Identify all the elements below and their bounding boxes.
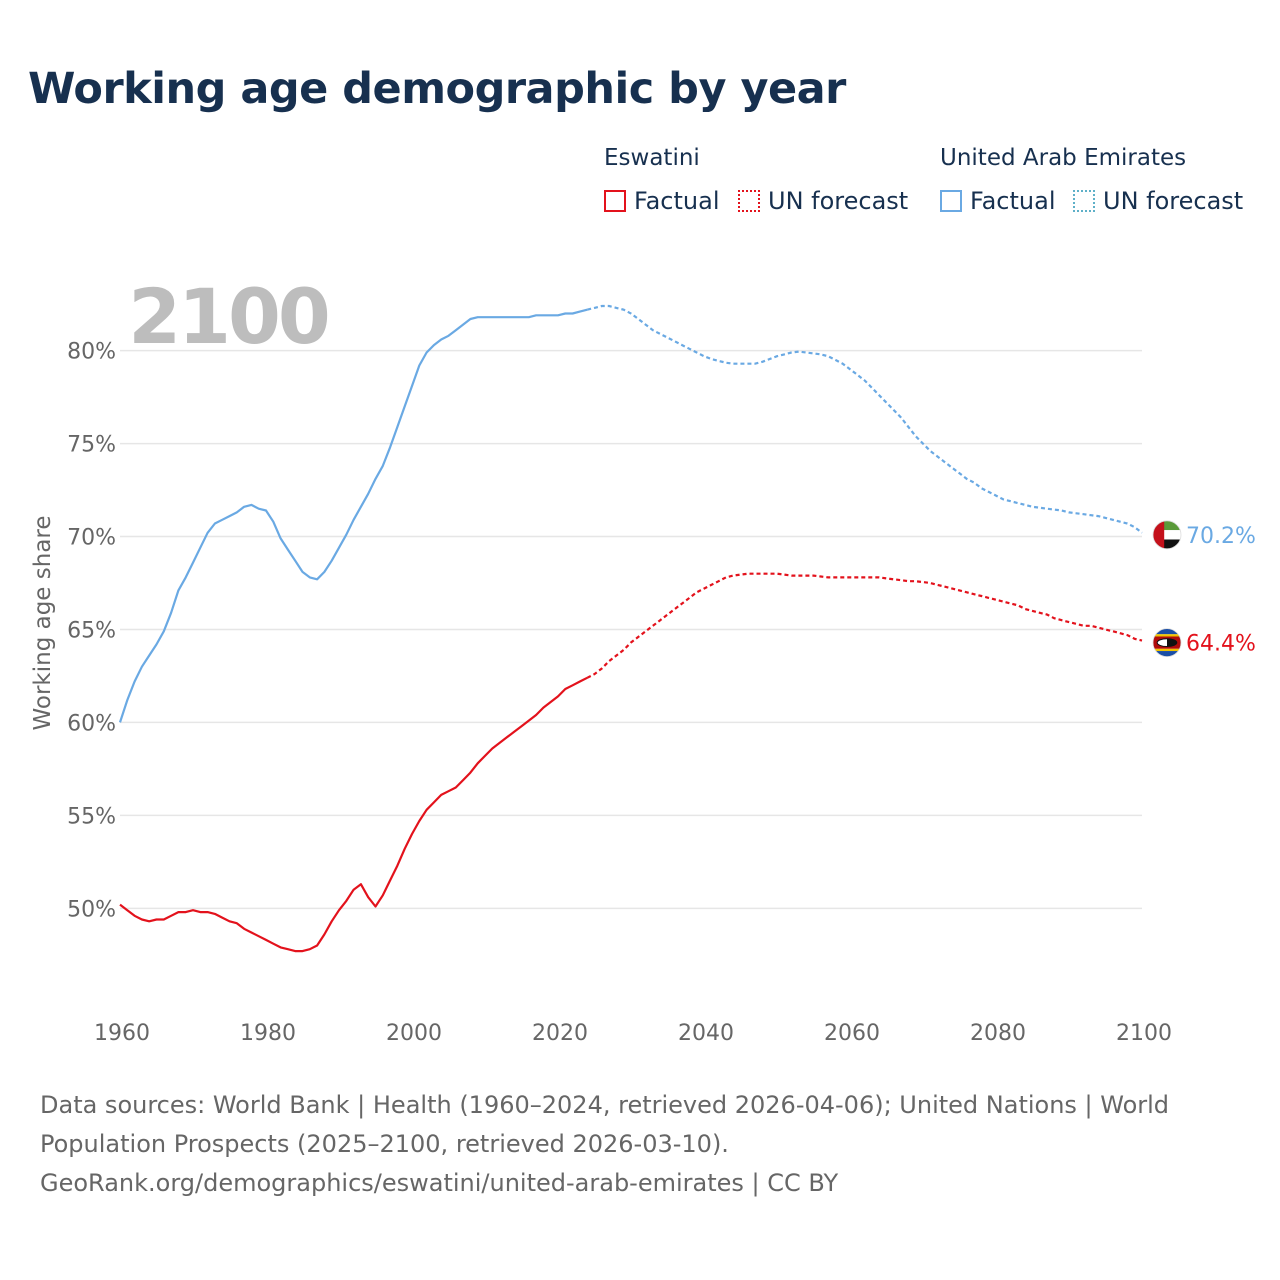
eswatini-flag-icon: [1152, 628, 1182, 658]
series-line-uae-forecast[interactable]: [586, 304, 1143, 534]
y-tick-label: 70%: [67, 526, 116, 551]
footer-line-2: Population Prospects (2025–2100, retriev…: [40, 1130, 729, 1158]
y-tick-label: 80%: [67, 340, 116, 365]
legend-uae-factual[interactable]: Factual: [940, 186, 1056, 216]
x-tick-label: 2000: [386, 1021, 442, 1046]
legend-uae-forecast[interactable]: UN forecast: [1073, 186, 1243, 216]
legend-eswatini-factual[interactable]: Factual: [604, 186, 720, 216]
legend-label-eswatini-forecast: UN forecast: [768, 187, 909, 215]
y-tick-label: 50%: [67, 897, 116, 922]
uae-flag-icon: [1152, 520, 1182, 550]
x-tick-label: 2060: [824, 1021, 880, 1046]
legend-eswatini-forecast[interactable]: UN forecast: [738, 186, 908, 216]
legend-group-uae: United Arab Emirates: [940, 145, 1187, 171]
legend-swatch-uae-forecast: [1073, 190, 1095, 212]
y-tick-label: 65%: [67, 618, 116, 643]
grid-lines: [120, 349, 1142, 910]
series-line-eswatini-factual[interactable]: [119, 676, 588, 953]
footer-line-1: Data sources: World Bank | Health (1960–…: [40, 1091, 1170, 1119]
series-line-eswatini-forecast[interactable]: [586, 572, 1143, 679]
year-watermark: 2100: [128, 272, 328, 361]
y-tick-label: 60%: [67, 711, 116, 736]
end-label-uae: 70.2%: [1186, 524, 1256, 549]
end-label-eswatini: 64.4%: [1186, 632, 1256, 657]
x-tick-label: 2020: [532, 1021, 588, 1046]
line-chart: 2100 50% 55% 60% 65% 70% 75% 80% 1960 1980 2000 2…: [30, 272, 1256, 1046]
x-tick-label: 2040: [678, 1021, 734, 1046]
end-markers: 64.4% 70.2%: [1152, 520, 1256, 658]
y-tick-label: 75%: [67, 433, 116, 458]
series-line-uae-factual[interactable]: [118, 308, 588, 723]
legend-group-eswatini: Eswatini: [604, 145, 700, 171]
legend-label-uae-factual: Factual: [970, 187, 1056, 215]
chart-title: Working age demographic by year: [28, 64, 846, 114]
legend-label-eswatini-factual: Factual: [634, 187, 720, 215]
y-tick-label: 55%: [67, 804, 116, 829]
legend-swatch-eswatini-forecast: [738, 190, 760, 212]
series-lines: [118, 304, 1143, 953]
footer: Data sources: World Bank | Health (1960–…: [40, 1086, 1240, 1203]
legend-swatch-eswatini-factual: [604, 190, 626, 212]
legend-label-uae-forecast: UN forecast: [1103, 187, 1244, 215]
x-tick-label: 2080: [970, 1021, 1026, 1046]
x-tick-label: 1960: [94, 1021, 150, 1046]
y-axis-ticks: 50% 55% 60% 65% 70% 75% 80%: [67, 340, 116, 923]
x-tick-label: 2100: [1116, 1021, 1172, 1046]
y-axis-label: Working age share: [30, 515, 56, 730]
x-tick-label: 1980: [240, 1021, 296, 1046]
legend-swatch-uae-factual: [940, 190, 962, 212]
footer-line-3[interactable]: GeoRank.org/demographics/eswatini/united…: [40, 1169, 839, 1197]
x-axis-ticks: 1960 1980 2000 2020 2040 2060 2080 2100: [94, 1021, 1172, 1046]
